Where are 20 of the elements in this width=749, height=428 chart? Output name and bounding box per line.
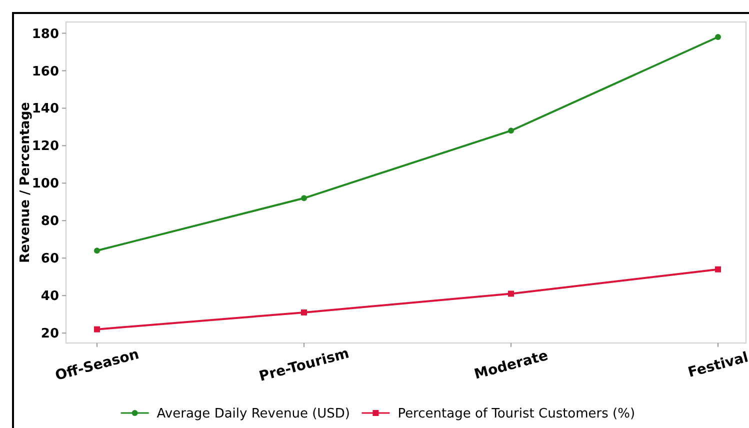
- y-tick-label: 100: [32, 176, 59, 192]
- y-tick-label: 80: [40, 214, 59, 230]
- point: [508, 128, 514, 134]
- point: [715, 266, 721, 272]
- y-tick-label: 60: [40, 252, 59, 267]
- y-tick-label: 140: [32, 102, 59, 117]
- point: [715, 34, 721, 40]
- y-axis-title: Revenue / Percentage: [18, 102, 33, 263]
- point: [301, 195, 307, 202]
- y-tick-label: 20: [40, 326, 59, 342]
- point: [508, 290, 514, 297]
- y-tick-label: 120: [32, 139, 59, 154]
- y-tick-label: 40: [40, 289, 59, 304]
- point: [94, 248, 100, 254]
- legend-label: Percentage of Tourist Customers (%): [398, 406, 636, 422]
- point: [94, 326, 100, 332]
- y-tick-label: 160: [32, 64, 59, 80]
- point: [301, 309, 307, 316]
- y-tick-label: 180: [32, 26, 59, 42]
- legend-label: Average Daily Revenue (USD): [156, 406, 350, 422]
